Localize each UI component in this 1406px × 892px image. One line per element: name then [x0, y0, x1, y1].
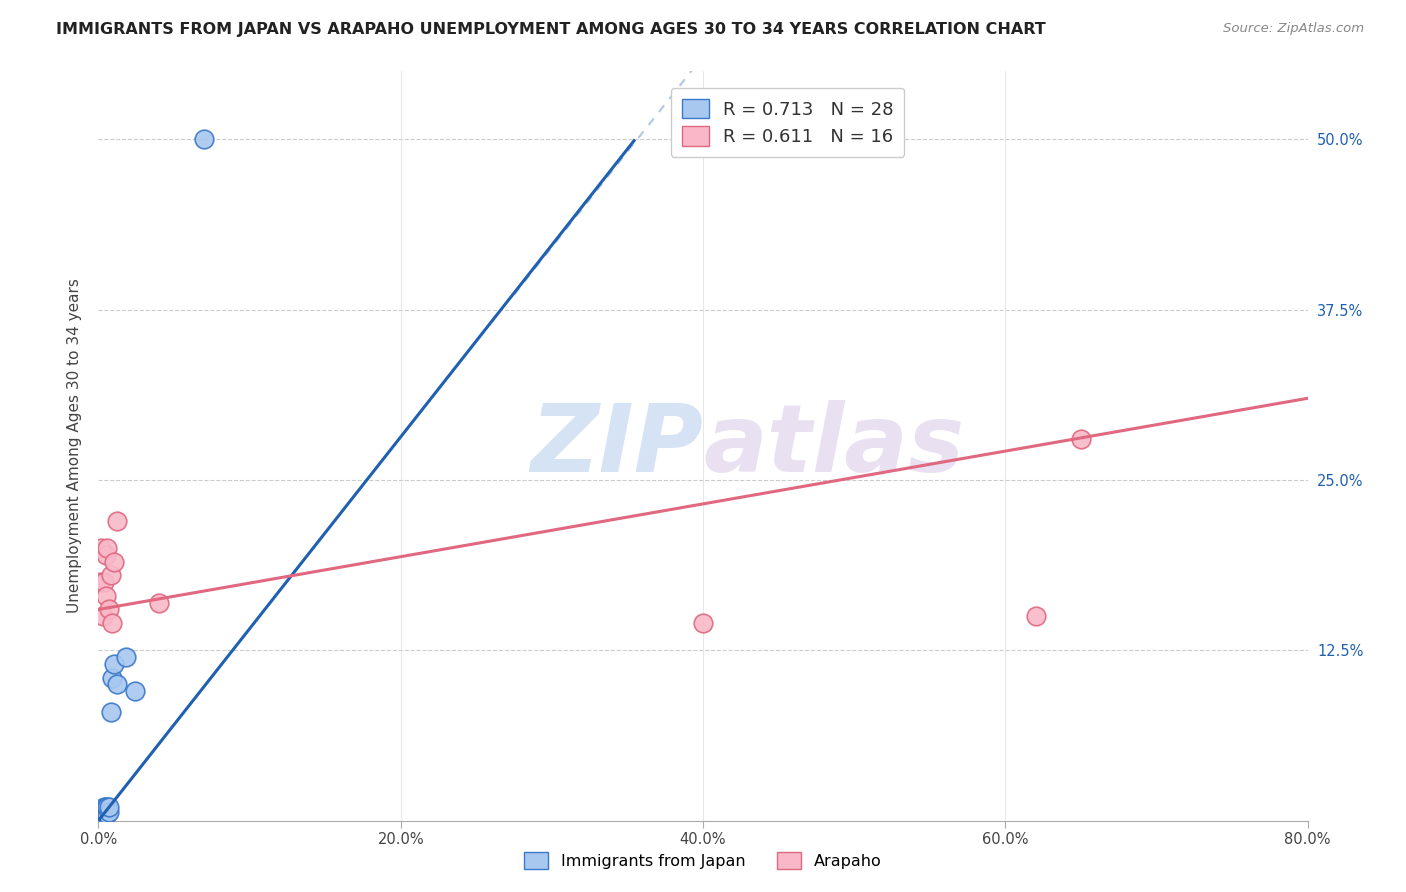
- Point: [89, 805, 111, 820]
- Point: [98, 602, 121, 616]
- Text: atlas: atlas: [703, 400, 965, 492]
- Point: [100, 705, 122, 719]
- Point: [193, 132, 215, 146]
- Point: [94, 806, 117, 821]
- Point: [89, 811, 111, 825]
- Point: [105, 514, 128, 528]
- Point: [94, 548, 117, 562]
- Point: [94, 800, 117, 814]
- Point: [89, 806, 111, 821]
- Point: [91, 609, 114, 624]
- Point: [91, 806, 114, 821]
- Y-axis label: Unemployment Among Ages 30 to 34 years: Unemployment Among Ages 30 to 34 years: [66, 278, 82, 614]
- Point: [89, 808, 111, 822]
- Point: [103, 657, 125, 671]
- Point: [90, 541, 112, 556]
- Point: [98, 805, 121, 820]
- Point: [89, 809, 111, 823]
- Text: Source: ZipAtlas.com: Source: ZipAtlas.com: [1223, 22, 1364, 36]
- Point: [90, 811, 112, 825]
- Point: [1070, 432, 1092, 446]
- Point: [93, 575, 115, 590]
- Point: [148, 596, 170, 610]
- Point: [96, 541, 118, 556]
- Point: [90, 805, 112, 820]
- Point: [93, 800, 115, 814]
- Text: IMMIGRANTS FROM JAPAN VS ARAPAHO UNEMPLOYMENT AMONG AGES 30 TO 34 YEARS CORRELAT: IMMIGRANTS FROM JAPAN VS ARAPAHO UNEMPLO…: [56, 22, 1046, 37]
- Point: [105, 677, 128, 691]
- Point: [103, 555, 125, 569]
- Point: [90, 808, 112, 822]
- Legend: R = 0.713   N = 28, R = 0.611   N = 16: R = 0.713 N = 28, R = 0.611 N = 16: [671, 88, 904, 157]
- Point: [101, 671, 124, 685]
- Point: [93, 808, 115, 822]
- Point: [101, 616, 124, 631]
- Point: [89, 575, 111, 590]
- Point: [1024, 609, 1046, 624]
- Point: [90, 803, 112, 817]
- Text: ZIP: ZIP: [530, 400, 703, 492]
- Point: [96, 806, 118, 821]
- Point: [91, 803, 114, 817]
- Point: [124, 684, 146, 698]
- Legend: Immigrants from Japan, Arapaho: Immigrants from Japan, Arapaho: [517, 846, 889, 875]
- Point: [94, 589, 117, 603]
- Point: [96, 800, 118, 814]
- Point: [114, 650, 136, 665]
- Point: [98, 800, 121, 814]
- Point: [93, 805, 115, 820]
- Point: [692, 616, 714, 631]
- Point: [100, 568, 122, 582]
- Point: [91, 809, 114, 823]
